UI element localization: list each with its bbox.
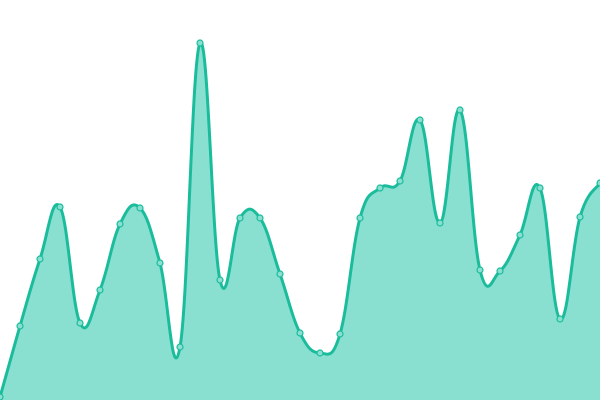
data-point-2 [36, 255, 44, 263]
data-point-4 [76, 319, 84, 327]
data-point-12 [236, 214, 244, 222]
data-point-10 [196, 39, 204, 47]
data-point-1 [16, 322, 24, 330]
data-point-6 [116, 220, 124, 228]
data-point-3 [56, 203, 64, 211]
data-point-22 [436, 219, 444, 227]
area-fill [0, 42, 600, 400]
data-point-16 [316, 349, 324, 357]
data-point-21 [416, 116, 424, 124]
data-point-13 [256, 214, 264, 222]
data-point-11 [216, 276, 224, 284]
data-point-19 [376, 184, 384, 192]
data-point-24 [476, 266, 484, 274]
data-point-29 [576, 213, 584, 221]
data-point-0 [0, 393, 4, 400]
data-point-17 [336, 330, 344, 338]
data-point-23 [456, 106, 464, 114]
data-point-18 [356, 214, 364, 222]
data-point-7 [136, 204, 144, 212]
data-point-5 [96, 286, 104, 294]
data-point-28 [556, 315, 564, 323]
data-point-20 [396, 177, 404, 185]
data-point-14 [276, 270, 284, 278]
data-point-27 [536, 184, 544, 192]
data-point-26 [516, 231, 524, 239]
data-point-30 [596, 179, 600, 187]
data-point-15 [296, 329, 304, 337]
data-point-25 [496, 267, 504, 275]
data-point-8 [156, 259, 164, 267]
data-markers [0, 39, 600, 400]
data-point-9 [176, 343, 184, 351]
